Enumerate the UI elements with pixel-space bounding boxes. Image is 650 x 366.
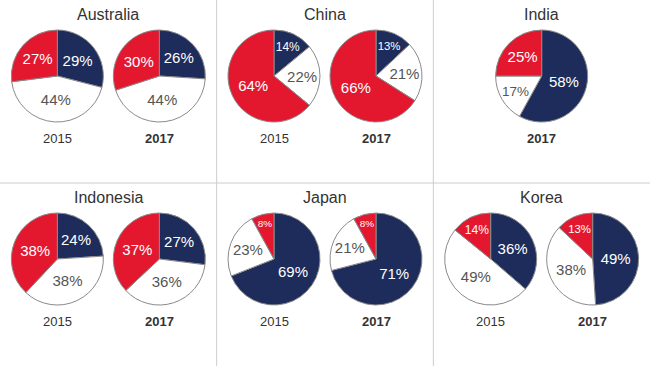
svg-text:14%: 14% bbox=[276, 40, 300, 54]
svg-text:8%: 8% bbox=[258, 218, 273, 229]
svg-text:Australia: Australia bbox=[77, 6, 139, 23]
svg-text:2017: 2017 bbox=[362, 314, 391, 329]
svg-text:2017: 2017 bbox=[145, 131, 174, 146]
svg-text:2015: 2015 bbox=[43, 314, 72, 329]
svg-text:2017: 2017 bbox=[362, 131, 391, 146]
svg-text:37%: 37% bbox=[122, 241, 152, 258]
svg-text:64%: 64% bbox=[238, 77, 268, 94]
svg-text:21%: 21% bbox=[389, 65, 419, 82]
svg-text:2015: 2015 bbox=[476, 314, 505, 329]
svg-text:14%: 14% bbox=[465, 223, 489, 237]
svg-text:Korea: Korea bbox=[520, 189, 563, 206]
svg-text:66%: 66% bbox=[341, 79, 371, 96]
svg-text:Japan: Japan bbox=[303, 189, 347, 206]
svg-text:India: India bbox=[524, 6, 559, 23]
svg-text:2015: 2015 bbox=[260, 314, 289, 329]
svg-text:58%: 58% bbox=[549, 73, 579, 90]
svg-text:38%: 38% bbox=[556, 261, 586, 278]
svg-text:China: China bbox=[304, 6, 346, 23]
svg-text:25%: 25% bbox=[508, 48, 538, 65]
svg-text:29%: 29% bbox=[63, 52, 93, 69]
svg-text:26%: 26% bbox=[164, 49, 194, 66]
svg-text:2015: 2015 bbox=[43, 131, 72, 146]
svg-text:13%: 13% bbox=[378, 40, 401, 52]
svg-text:49%: 49% bbox=[461, 268, 491, 285]
svg-text:22%: 22% bbox=[287, 68, 317, 85]
svg-text:44%: 44% bbox=[41, 91, 71, 108]
svg-text:24%: 24% bbox=[61, 231, 91, 248]
svg-text:2017: 2017 bbox=[578, 314, 607, 329]
svg-text:36%: 36% bbox=[498, 240, 528, 257]
svg-text:30%: 30% bbox=[124, 53, 154, 70]
svg-text:49%: 49% bbox=[601, 250, 631, 267]
svg-text:38%: 38% bbox=[20, 242, 50, 259]
svg-text:13%: 13% bbox=[568, 223, 591, 235]
svg-text:2017: 2017 bbox=[145, 314, 174, 329]
svg-text:2015: 2015 bbox=[260, 131, 289, 146]
svg-text:69%: 69% bbox=[278, 263, 308, 280]
svg-text:44%: 44% bbox=[147, 91, 177, 108]
svg-text:27%: 27% bbox=[164, 233, 194, 250]
svg-text:17%: 17% bbox=[502, 84, 529, 99]
svg-text:2017: 2017 bbox=[527, 131, 556, 146]
svg-text:38%: 38% bbox=[52, 272, 82, 289]
svg-text:21%: 21% bbox=[335, 239, 365, 256]
svg-text:36%: 36% bbox=[152, 273, 182, 290]
svg-text:23%: 23% bbox=[233, 241, 263, 258]
svg-text:8%: 8% bbox=[360, 218, 375, 229]
svg-text:71%: 71% bbox=[379, 265, 409, 282]
svg-text:27%: 27% bbox=[23, 50, 53, 67]
svg-text:Indonesia: Indonesia bbox=[74, 189, 143, 206]
